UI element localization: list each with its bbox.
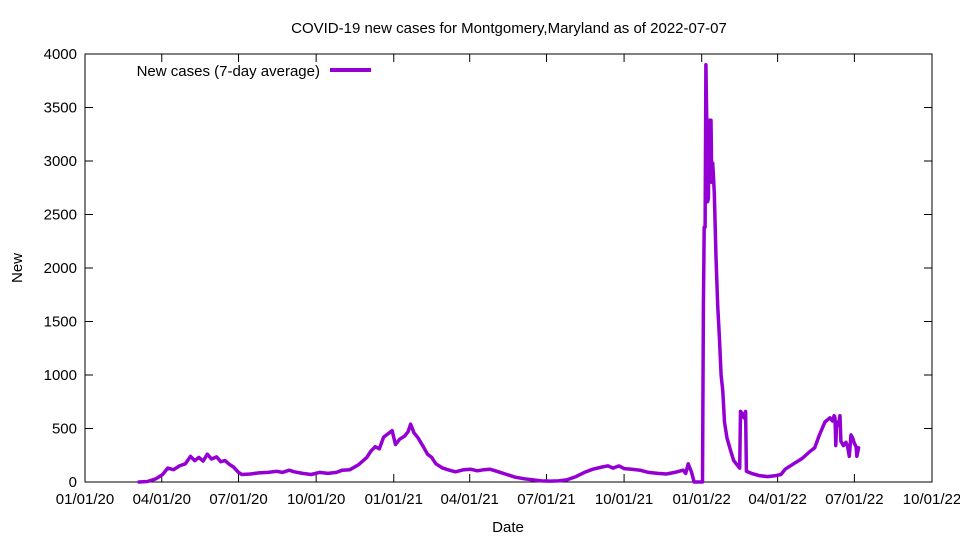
legend: New cases (7-day average) [137, 63, 371, 80]
x-tick-label: 04/01/22 [748, 491, 806, 508]
x-tick-label: 07/01/22 [825, 491, 883, 508]
x-axis-ticks: 01/01/20 04/01/20 07/01/20 10/01/20 01/01/21… [56, 54, 960, 508]
x-tick-label: 10/01/22 [903, 491, 960, 508]
y-tick-label: 500 [52, 421, 77, 438]
y-tick-label: 1000 [44, 367, 77, 384]
chart-title: COVID-19 new cases for Montgomery,Maryla… [291, 20, 727, 37]
x-axis-label: Date [492, 519, 524, 536]
x-tick-label: 04/01/21 [440, 491, 498, 508]
y-axis-label: New [9, 253, 26, 283]
x-tick-label: 04/01/20 [133, 491, 191, 508]
y-tick-label: 3000 [44, 153, 77, 170]
x-tick-label: 07/01/21 [517, 491, 575, 508]
plot-frame [84, 53, 933, 483]
x-tick-label: 10/01/21 [595, 491, 653, 508]
legend-label: New cases (7-day average) [137, 63, 320, 80]
y-tick-label: 4000 [44, 46, 77, 63]
x-tick-label: 01/01/21 [365, 491, 423, 508]
y-tick-label: 3500 [44, 100, 77, 117]
y-tick-label: 0 [69, 474, 77, 491]
y-tick-label: 1500 [44, 314, 77, 331]
x-tick-label: 01/01/22 [672, 491, 730, 508]
y-tick-label: 2500 [44, 207, 77, 224]
series-line-0 [137, 62, 861, 484]
y-tick-label: 2000 [44, 260, 77, 277]
x-tick-label: 01/01/20 [56, 491, 114, 508]
x-tick-label: 10/01/20 [287, 491, 345, 508]
y-axis-ticks: 0 500 1000 1500 2000 2500 3000 3500 4000 [44, 46, 932, 491]
series-layer [137, 62, 861, 484]
x-tick-label: 07/01/20 [209, 491, 267, 508]
